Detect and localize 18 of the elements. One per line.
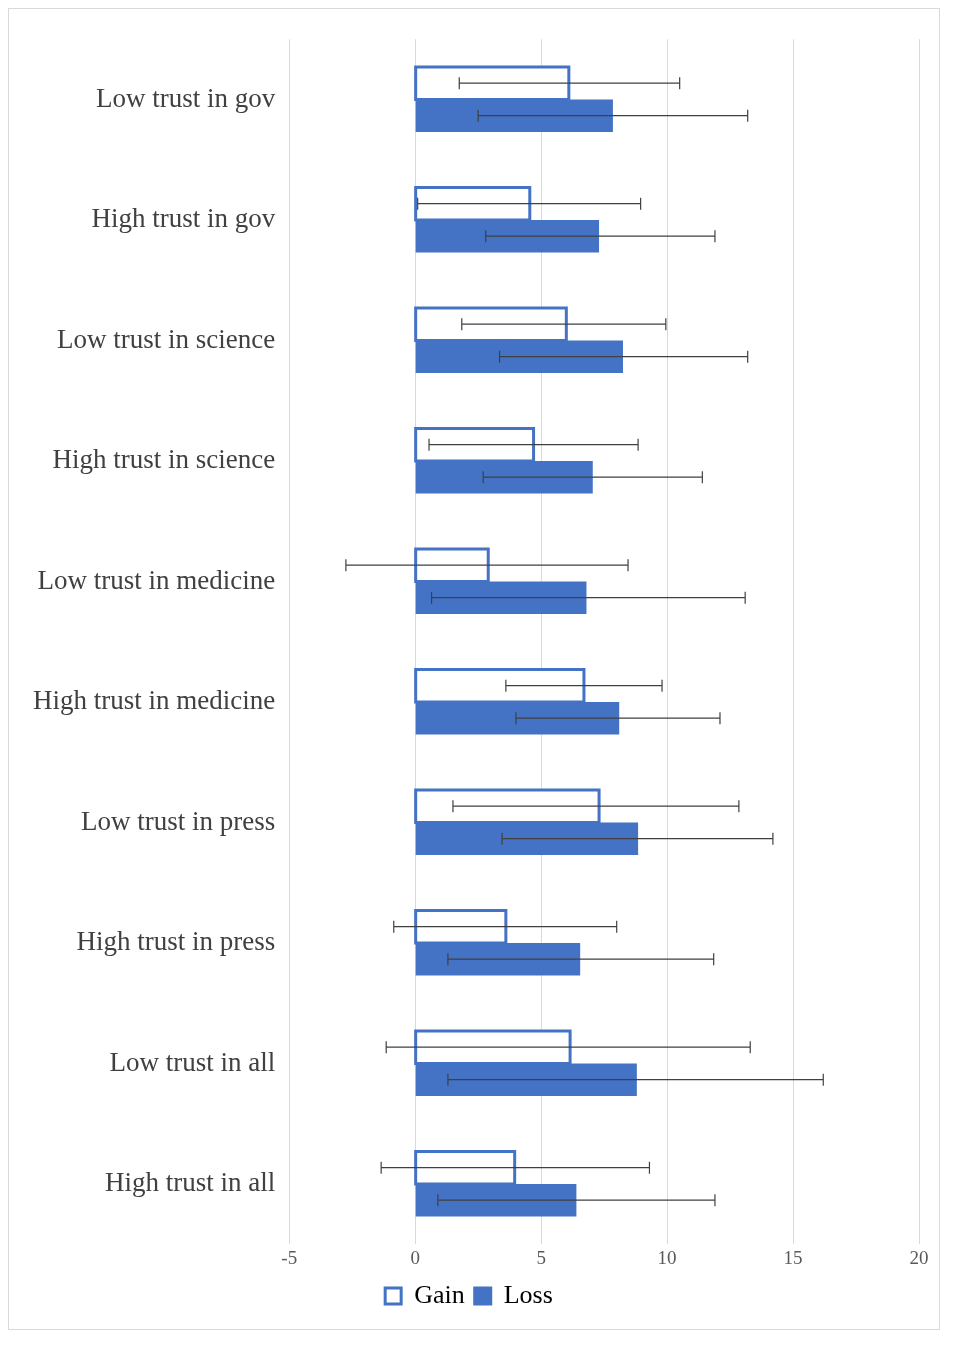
y-tick-label: High trust in science — [52, 444, 276, 475]
y-tick-label: Low trust in science — [57, 323, 276, 354]
y-tick-label: High trust in medicine — [32, 685, 276, 716]
y-tick-label: Low trust in medicine — [37, 564, 276, 595]
y-tick-label: Low trust in all — [109, 1046, 276, 1077]
y-tick-label: Low trust in gov — [95, 82, 276, 113]
y-tick-label: High trust in press — [76, 926, 276, 957]
x-tick-label: 20 — [909, 1246, 929, 1268]
legend-label: Loss — [503, 1279, 553, 1309]
x-tick-label: 0 — [410, 1246, 420, 1268]
y-tick-label: High trust in gov — [91, 203, 276, 234]
legend-label: Gain — [414, 1279, 465, 1309]
x-tick-label: 15 — [783, 1246, 803, 1268]
x-tick-label: 5 — [536, 1246, 546, 1268]
x-tick-label: -5 — [281, 1246, 298, 1268]
y-tick-label: Low trust in press — [80, 805, 276, 836]
y-tick-label: High trust in all — [104, 1167, 276, 1198]
x-tick-label: 10 — [657, 1246, 677, 1268]
